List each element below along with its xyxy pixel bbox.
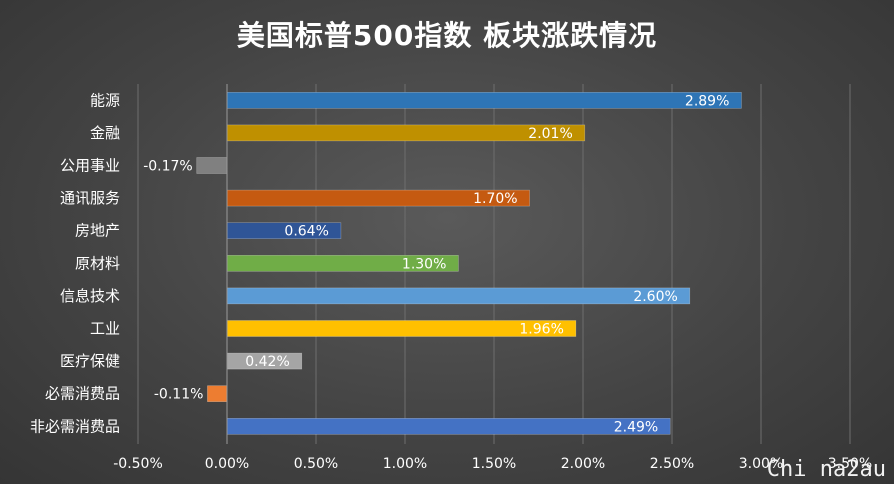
category-label: 信息技术 xyxy=(60,287,120,305)
category-label: 金融 xyxy=(90,124,120,142)
category-label: 原材料 xyxy=(75,254,120,272)
watermark: Chi na2au xyxy=(766,457,886,482)
x-tick-label: 0.00% xyxy=(205,456,249,472)
category-label: 房地产 xyxy=(75,222,120,240)
x-tick-label: 1.00% xyxy=(383,456,427,472)
data-label: 2.49% xyxy=(614,419,658,435)
data-label: 0.42% xyxy=(245,354,289,370)
x-tick-label: 2.00% xyxy=(561,456,605,472)
data-label: 2.01% xyxy=(528,126,572,142)
category-label: 非必需消费品 xyxy=(30,417,120,435)
data-label: 0.64% xyxy=(284,224,328,240)
x-tick-label: 2.50% xyxy=(650,456,694,472)
x-tick-label: -0.50% xyxy=(113,456,163,472)
bar xyxy=(226,417,671,435)
bar xyxy=(207,385,228,403)
category-label: 能源 xyxy=(90,91,120,109)
x-tick-label: 3.50% xyxy=(828,456,872,472)
data-label: 2.60% xyxy=(633,289,677,305)
bar xyxy=(196,157,228,174)
chart-title: 美国标普500指数 板块涨跌情况 xyxy=(236,19,658,52)
x-tick-label: 3.00% xyxy=(739,456,783,472)
x-tick-label: 1.50% xyxy=(472,456,516,472)
x-tick-label: 0.50% xyxy=(294,456,338,472)
data-label: 1.96% xyxy=(519,322,563,338)
category-label: 医疗保健 xyxy=(60,352,120,370)
category-label: 工业 xyxy=(90,320,120,338)
bar xyxy=(226,287,691,305)
category-label: 必需消费品 xyxy=(45,385,120,403)
data-label: 2.89% xyxy=(685,93,729,109)
data-label: 1.70% xyxy=(473,191,517,207)
bar xyxy=(226,92,742,109)
data-label: -0.11% xyxy=(154,387,204,403)
category-label: 公用事业 xyxy=(60,157,120,175)
data-label: 1.30% xyxy=(402,256,446,272)
data-label: -0.17% xyxy=(143,159,193,175)
category-label: 通讯服务 xyxy=(60,189,120,207)
